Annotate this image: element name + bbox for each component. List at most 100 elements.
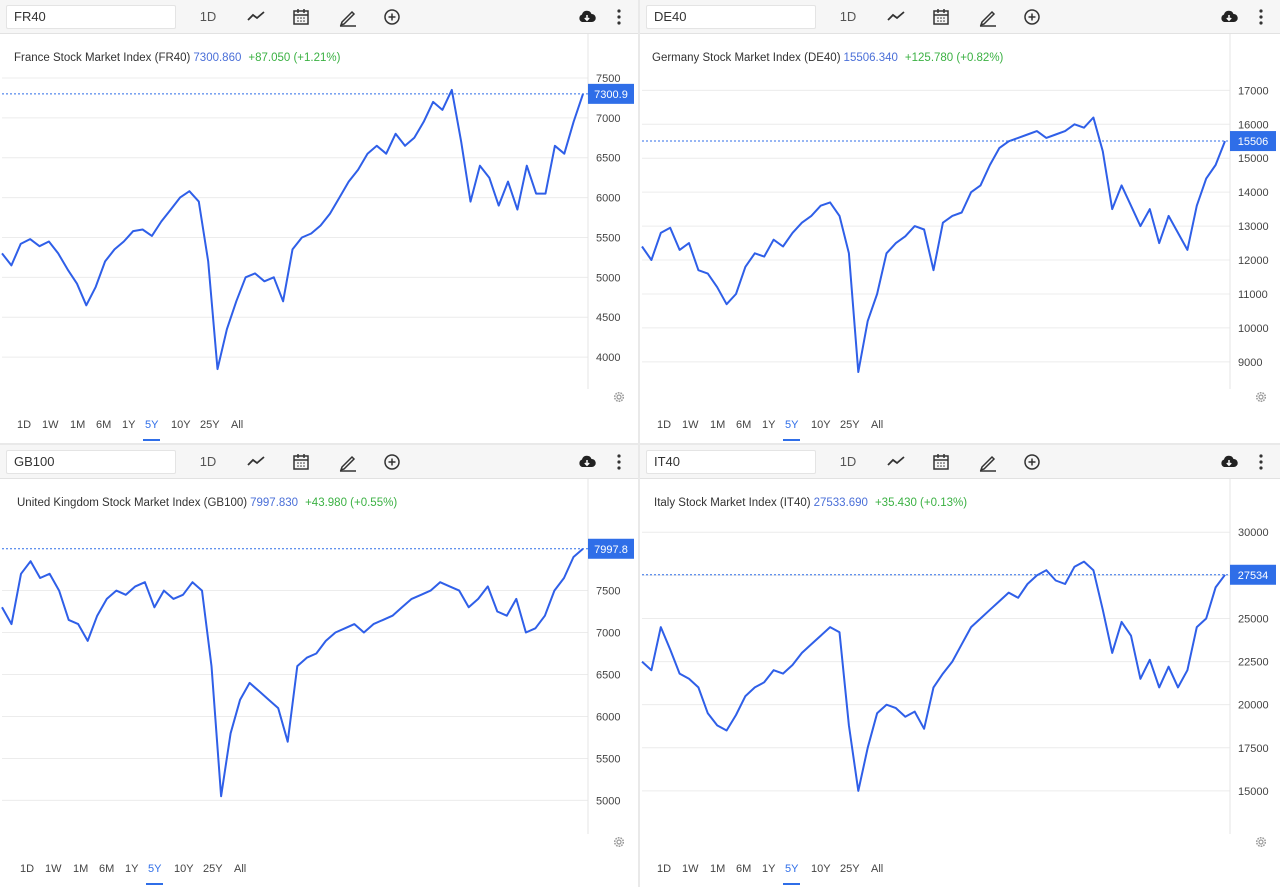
calendar-icon[interactable] [930,6,952,28]
range-1d[interactable]: 1D [657,863,672,875]
more-vertical-icon[interactable] [608,451,630,473]
settings-gear-icon[interactable] [612,390,626,404]
plus-circle-icon[interactable] [381,6,403,28]
last-price-badge-label: 15506 [1238,136,1269,148]
pencil-icon[interactable] [337,6,359,28]
range-1w[interactable]: 1W [682,419,699,431]
y-tick-label: 17500 [1238,743,1269,755]
price-change: +43.980 (+0.55%) [305,497,398,509]
symbol-input[interactable]: DE40 [646,5,816,29]
interval-button[interactable]: 1D [199,9,217,24]
line-chart-icon[interactable] [885,6,907,28]
range-1m[interactable]: 1M [73,863,89,875]
last-price-badge-label: 7300.9 [594,89,628,101]
range-1m[interactable]: 1M [710,863,726,875]
range-1m[interactable]: 1M [710,419,726,431]
calendar-icon[interactable] [290,451,312,473]
y-tick-label: 9000 [1238,357,1262,369]
price-line [641,560,1226,792]
range-25y[interactable]: 25Y [200,419,220,431]
cloud-download-icon[interactable] [576,6,598,28]
range-25y[interactable]: 25Y [840,419,860,431]
chart-plot[interactable]: 40004500500055006000650070007500Jan20202… [0,34,638,391]
range-all[interactable]: All [231,419,244,431]
more-vertical-icon[interactable] [608,6,630,28]
chart-title-line: France Stock Market Index (FR40) 7300.860… [14,52,340,64]
range-6m[interactable]: 6M [736,863,752,875]
chart-plot[interactable]: 9000 10000 11000 12000 13000 14000 15000 16000 1… [640,34,1280,391]
interval-button[interactable]: 1D [199,454,217,469]
symbol-input[interactable]: FR40 [6,5,176,29]
range-5y[interactable]: 5Y [145,857,165,885]
settings-gear-icon[interactable] [1254,390,1268,404]
chart-panel-it40: IT40 1D Italy Stock Market Index (IT40) 275… [640,445,1280,887]
symbol-input[interactable]: GB100 [6,450,176,474]
pencil-icon[interactable] [337,451,359,473]
pencil-icon[interactable] [977,6,999,28]
y-tick-label: 13000 [1238,221,1269,233]
interval-button[interactable]: 1D [839,454,857,469]
range-1y[interactable]: 1Y [125,863,139,875]
range-all[interactable]: All [871,863,884,875]
chart-plot[interactable]: 15000175002000022500250002750030000Jan20… [640,479,1280,835]
range-1y[interactable]: 1Y [762,419,776,431]
settings-gear-icon[interactable] [612,835,626,849]
range-6m[interactable]: 6M [96,419,112,431]
range-1d[interactable]: 1D [657,419,672,431]
range-10y[interactable]: 10Y [811,863,831,875]
range-1m[interactable]: 1M [70,419,86,431]
range-6m[interactable]: 6M [736,419,752,431]
cloud-download-icon[interactable] [1218,6,1240,28]
range-10y[interactable]: 10Y [174,863,194,875]
y-tick-label: 15000 [1238,786,1269,798]
range-25y[interactable]: 25Y [840,863,860,875]
y-tick-label: 4500 [596,312,620,324]
range-1w[interactable]: 1W [45,863,62,875]
cloud-download-icon[interactable] [576,451,598,473]
range-selector: 1D 1W 1M 6M 1Y 5Y 10Y 25Y All [640,413,1280,441]
range-5y[interactable]: 5Y [142,413,162,441]
chart-toolbar: GB100 1D [0,445,638,479]
range-6m[interactable]: 6M [99,863,115,875]
range-5y[interactable]: 5Y [782,857,802,885]
calendar-icon[interactable] [930,451,952,473]
calendar-icon[interactable] [290,6,312,28]
pencil-icon[interactable] [977,451,999,473]
symbol-input[interactable]: IT40 [646,450,816,474]
range-all[interactable]: All [234,863,247,875]
range-5y[interactable]: 5Y [782,413,802,441]
range-1w[interactable]: 1W [682,863,699,875]
range-10y[interactable]: 10Y [171,419,191,431]
more-vertical-icon[interactable] [1250,6,1272,28]
chart-title-line: Germany Stock Market Index (DE40) 15506.3… [652,52,1003,64]
y-tick-label: 6000 [596,193,620,205]
range-25y[interactable]: 25Y [203,863,223,875]
range-10y[interactable]: 10Y [811,419,831,431]
range-1y[interactable]: 1Y [762,863,776,875]
last-price-badge-label: 7997.8 [594,544,628,556]
plus-circle-icon[interactable] [381,451,403,473]
chart-plot[interactable]: 500055006000650070007500Jan2020202120222… [0,479,638,835]
last-price-badge-label: 27534 [1238,570,1269,582]
last-price: 27533.690 [813,497,868,509]
range-1d[interactable]: 1D [17,419,32,431]
chart-toolbar: FR40 1D [0,0,638,34]
plus-circle-icon[interactable] [1021,6,1043,28]
chart-title: Germany Stock Market Index (DE40) [652,52,841,64]
line-chart-icon[interactable] [245,6,267,28]
range-1d[interactable]: 1D [20,863,35,875]
settings-gear-icon[interactable] [1254,835,1268,849]
range-1w[interactable]: 1W [42,419,59,431]
range-1y[interactable]: 1Y [122,419,136,431]
price-change: +125.780 (+0.82%) [904,52,1004,64]
more-vertical-icon[interactable] [1250,451,1272,473]
cloud-download-icon[interactable] [1218,451,1240,473]
line-chart-icon[interactable] [885,451,907,473]
last-price-badge [588,538,634,559]
y-tick-label: 25000 [1238,613,1269,625]
line-chart-icon[interactable] [245,451,267,473]
range-all[interactable]: All [871,419,884,431]
plus-circle-icon[interactable] [1021,451,1043,473]
interval-button[interactable]: 1D [839,9,857,24]
